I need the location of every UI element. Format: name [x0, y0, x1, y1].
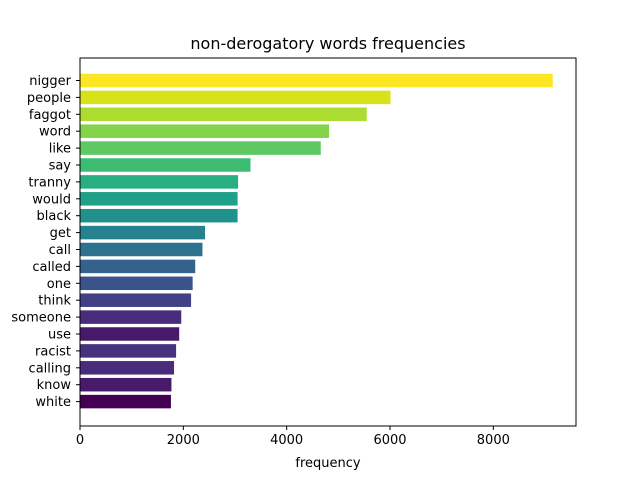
bar-one	[80, 276, 193, 291]
bars-group	[80, 73, 553, 409]
category-label: someone	[11, 311, 71, 326]
bar-faggot	[80, 107, 367, 122]
bar-people	[80, 90, 391, 105]
category-label: think	[38, 294, 71, 309]
category-label: get	[50, 226, 71, 241]
category-label: calling	[29, 361, 71, 376]
x-axis-ticks: 0 2000 4000 6000 8000	[76, 426, 510, 448]
category-label: know	[37, 378, 72, 393]
x-tick-label: 8000	[477, 433, 510, 448]
category-label: call	[49, 243, 71, 258]
category-label: one	[47, 277, 71, 292]
category-label: say	[49, 159, 72, 174]
category-label: faggot	[29, 108, 71, 123]
x-tick-label: 2000	[167, 433, 200, 448]
category-label: white	[35, 395, 71, 410]
bar-word	[80, 124, 330, 138]
bar-tranny	[80, 175, 239, 189]
x-tick-label: 6000	[373, 433, 406, 448]
bar-think	[80, 293, 192, 307]
category-label: word	[39, 125, 71, 140]
plot-frame	[79, 57, 577, 427]
category-label: nigger	[29, 74, 71, 89]
bar-called	[80, 259, 196, 274]
x-axis-label: frequency	[295, 456, 361, 471]
bar-use	[80, 327, 180, 341]
bar-like	[80, 141, 321, 155]
category-label: tranny	[28, 175, 71, 190]
category-label: black	[36, 209, 71, 224]
bar-get	[80, 225, 206, 240]
bar-racist	[80, 344, 177, 358]
bar-someone	[80, 310, 182, 324]
bar-white	[80, 394, 171, 409]
bar-calling	[80, 361, 175, 375]
category-label: called	[32, 260, 71, 275]
category-label: racist	[35, 344, 71, 359]
chart-title: non-derogatory words frequencies	[190, 34, 465, 53]
category-label: would	[32, 192, 71, 207]
bar-nigger	[80, 73, 553, 88]
bar-say	[80, 158, 251, 172]
x-tick-label: 4000	[270, 433, 303, 448]
bar-know	[80, 377, 172, 392]
category-label: like	[49, 142, 71, 157]
category-label: people	[27, 91, 71, 106]
bar-call	[80, 242, 203, 257]
x-tick-label: 0	[76, 433, 84, 448]
category-label: use	[48, 328, 71, 343]
bar-black	[80, 208, 238, 223]
bar-would	[80, 192, 238, 206]
